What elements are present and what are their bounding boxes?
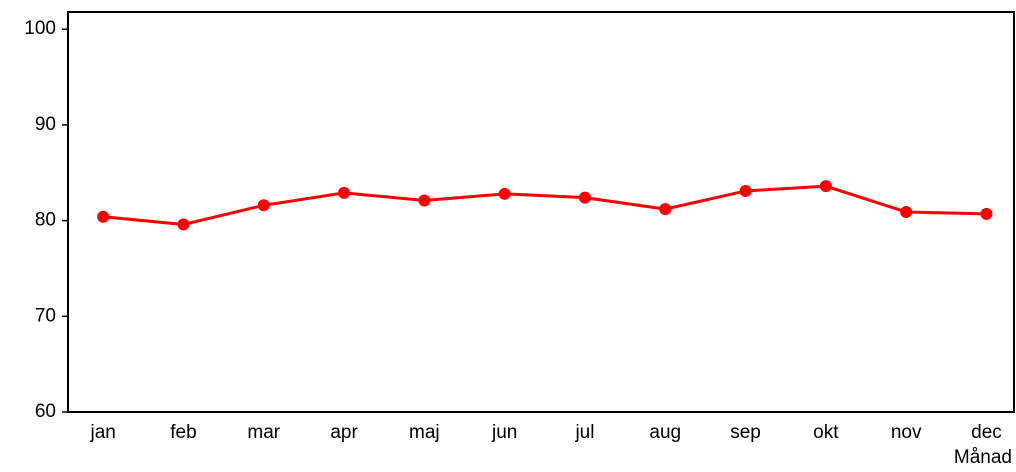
x-axis-label: Månad (954, 447, 1012, 468)
line (103, 184, 987, 226)
x-tick-label: sep (730, 422, 761, 443)
x-tick-label: jul (574, 422, 594, 443)
x-tick-label: apr (330, 422, 358, 443)
x-tick-label: jun (491, 422, 517, 443)
point (900, 206, 913, 218)
x-tick-label: mar (247, 422, 280, 443)
x-tick-label: feb (170, 422, 196, 443)
y-tick-label: 70 (35, 305, 56, 326)
plot-frame (67, 11, 1015, 413)
y-tick-label: 100 (24, 18, 56, 39)
point (338, 186, 351, 199)
point (578, 191, 591, 204)
y-tick-label: 60 (35, 401, 56, 422)
y-tick-label: 80 (35, 210, 56, 231)
point (418, 194, 431, 207)
point (177, 218, 190, 231)
x-tick-label: aug (649, 422, 681, 443)
point (980, 207, 993, 220)
point (819, 180, 832, 193)
x-tick-label: okt (813, 422, 839, 443)
x-tick-label: maj (409, 422, 440, 443)
point (97, 210, 110, 223)
point (257, 199, 270, 212)
point (739, 184, 752, 197)
x-tick-label: dec (971, 422, 1002, 443)
y-tick-label: 90 (35, 114, 56, 135)
x-tick-label: nov (891, 422, 922, 443)
point (659, 203, 672, 216)
x-tick-label: jan (89, 422, 115, 443)
point (498, 187, 511, 200)
